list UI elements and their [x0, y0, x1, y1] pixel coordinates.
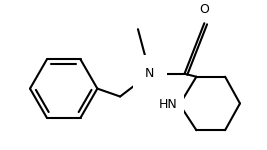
Text: N: N	[145, 67, 155, 80]
Text: HN: HN	[159, 98, 178, 111]
Text: O: O	[199, 3, 209, 16]
